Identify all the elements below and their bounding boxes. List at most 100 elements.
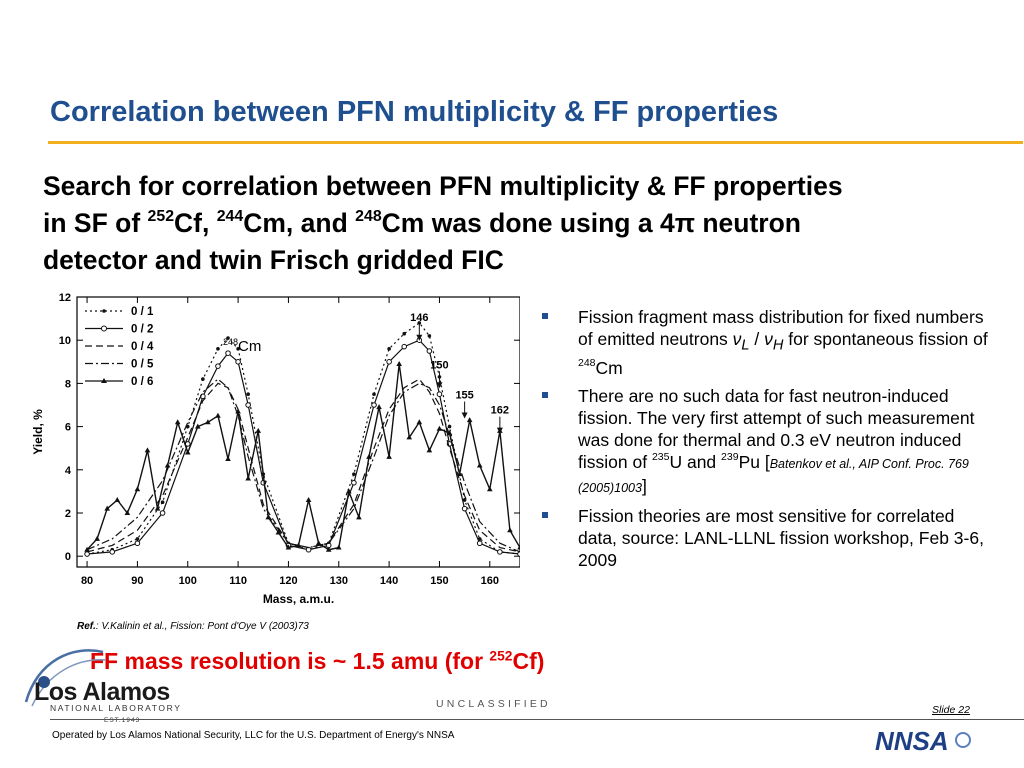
series-point-2 <box>235 359 241 365</box>
peak-label: 162 <box>491 405 509 417</box>
bullet-2-symbol-1: U and <box>669 451 722 472</box>
atom-orbit-icon <box>24 649 107 707</box>
nu-h-symbol: ν <box>764 329 773 349</box>
x-tick-label: 160 <box>481 575 499 587</box>
title-underline <box>48 141 1023 144</box>
mass-yield-chart: 80 90 100 110 120 130 140 150 160 0 2 4 6 8 10 12 Mass, … <box>31 292 520 606</box>
nnsa-globe-icon <box>955 732 971 748</box>
series-point-5 <box>446 430 453 436</box>
legend-label-5: 0 / 6 <box>131 376 153 388</box>
isotope-symbol-1: Cf, <box>174 208 217 238</box>
series-point-5 <box>507 527 513 533</box>
peak-label: 155 <box>455 390 473 402</box>
series-point-5 <box>205 419 211 425</box>
series-point-5 <box>376 404 382 410</box>
peak-label: 150 <box>430 359 448 371</box>
slide-title: Correlation between PFN multiplicity & F… <box>50 96 779 128</box>
legend-label-1: 0 / 1 <box>131 306 154 318</box>
series-point-1 <box>447 424 452 429</box>
series-line-2 <box>87 339 520 555</box>
bullet-item-3: Fission theories are most sensitive for … <box>540 505 990 571</box>
lead-line-1: Search for correlation between PFN multi… <box>43 171 843 201</box>
bullet-2-symbol-2: Pu [ <box>738 451 770 472</box>
bullet-1-mass: 248 <box>578 356 596 369</box>
series-point-5 <box>124 510 131 515</box>
series-point-5 <box>436 425 443 431</box>
series-point-5 <box>285 544 292 550</box>
series-point-5 <box>144 447 151 453</box>
series-point-2 <box>436 391 443 397</box>
plot-frame <box>76 296 520 568</box>
series-point-1 <box>160 500 165 504</box>
conclusion-main: FF mass resolution is ~ 1.5 amu (for <box>90 648 490 674</box>
los-alamos-logo: Los Alamos NATIONAL LABORATORY EST.1943 <box>18 640 218 730</box>
series-point-5 <box>295 542 302 548</box>
series-point-2 <box>84 551 90 557</box>
x-axis-label: Mass, a.m.u. <box>263 592 334 606</box>
series-point-5 <box>275 529 282 535</box>
series-point-2 <box>159 510 166 516</box>
logo-wordmark: Los Alamos <box>34 678 170 706</box>
peak-arrow-head <box>461 412 468 419</box>
peak-label: 146 <box>410 312 428 324</box>
series-point-5 <box>466 417 473 423</box>
series-point-1 <box>246 392 250 396</box>
y-tick-label: 6 <box>65 422 71 434</box>
series-point-5 <box>255 427 262 433</box>
series-point-1 <box>427 334 432 338</box>
bullet-2-mass-2: 239 <box>721 450 739 463</box>
x-tick-label: 140 <box>380 575 398 587</box>
footer-divider <box>50 719 1024 720</box>
series-point-2 <box>497 549 503 555</box>
isotope-annotation: 248Cm <box>223 337 261 355</box>
series-point-1 <box>216 347 220 351</box>
x-tick-label: 110 <box>229 575 247 587</box>
series-point-2 <box>461 505 468 512</box>
series-point-5 <box>356 514 362 520</box>
bullet-2-mass-1: 235 <box>651 450 670 463</box>
series-point-1 <box>201 377 205 381</box>
bullet-2-citation: Batenkov et al., AIP Conf. Proc. 769 (20… <box>578 456 969 495</box>
series-point-2 <box>517 551 520 557</box>
series-point-2 <box>401 343 408 350</box>
series-point-5 <box>134 486 141 492</box>
lead-line-3: detector and twin Frisch gridded FIC <box>43 245 504 275</box>
y-tick-label: 12 <box>59 292 71 304</box>
conclusion-mass: 252 <box>489 648 513 664</box>
slide-number: Slide 22 <box>932 704 970 716</box>
series-point-1 <box>417 321 422 325</box>
series-point-5 <box>195 423 201 429</box>
y-axis-label: Yield, % <box>31 409 45 455</box>
series-point-5 <box>486 486 493 492</box>
legend-marker <box>101 378 107 383</box>
bullet-2-text: There are no such data for fast neutron-… <box>578 385 975 472</box>
series-point-5 <box>265 514 272 520</box>
x-tick-label: 150 <box>430 575 448 587</box>
series-point-5 <box>456 471 463 477</box>
x-tick-label: 80 <box>81 575 93 587</box>
series-point-5 <box>416 419 423 425</box>
series-point-2 <box>476 540 483 547</box>
conclusion-symbol: Cf) <box>512 648 545 674</box>
series-point-5 <box>346 488 352 494</box>
bullet-square-icon <box>542 391 548 398</box>
x-tick-label: 130 <box>330 575 348 587</box>
classification-marking: UNCLASSIFIED <box>436 698 551 710</box>
series-point-5 <box>225 456 231 461</box>
series-point-1 <box>372 392 376 396</box>
isotope-symbol-2: Cm, and <box>243 208 356 238</box>
series-point-1 <box>387 347 391 351</box>
nu-l-subscript: L <box>741 337 750 354</box>
peak-arrow-head <box>496 427 503 434</box>
y-tick-label: 10 <box>59 335 71 347</box>
x-tick-label: 120 <box>279 575 297 587</box>
nu-l-symbol: ν <box>732 329 742 349</box>
bullet-3-text: Fission theories are most sensitive for … <box>578 505 984 570</box>
y-tick-label: 2 <box>65 508 71 520</box>
series-point-5 <box>104 505 111 511</box>
series-point-5 <box>84 546 90 552</box>
series-point-5 <box>396 360 402 366</box>
reference-text: : V.Kalinin et al., Fission: Pont d'Oye … <box>95 621 309 632</box>
legend-marker <box>101 325 107 332</box>
bullet-square-icon <box>542 511 548 518</box>
